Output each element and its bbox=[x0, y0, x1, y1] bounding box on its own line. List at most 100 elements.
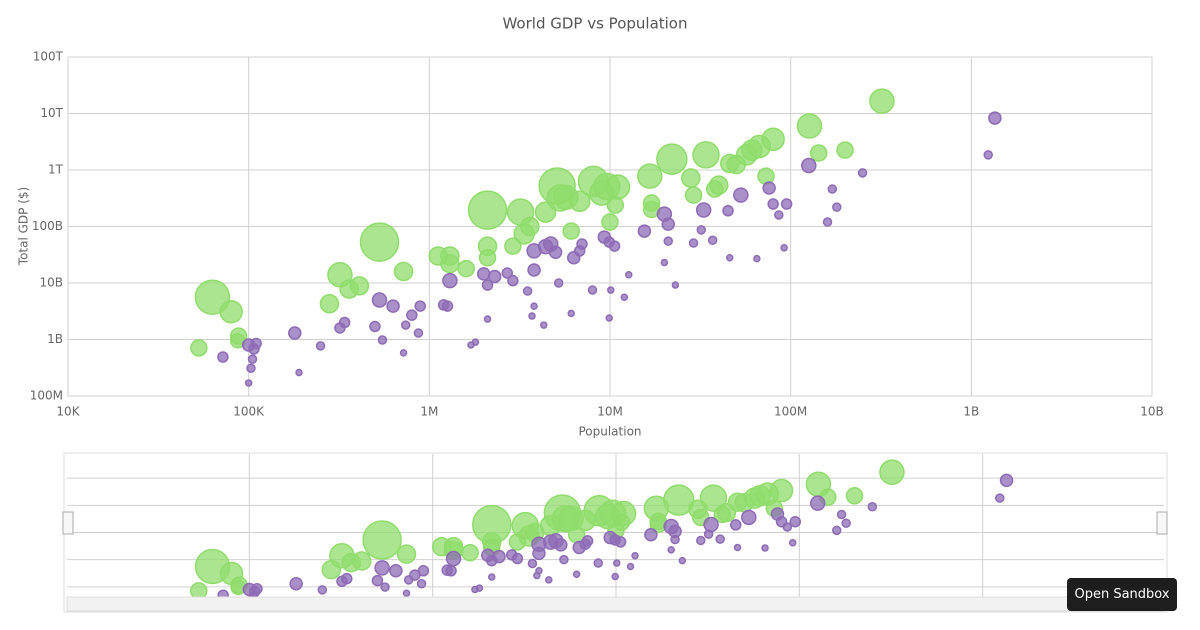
bubble bbox=[663, 484, 695, 516]
bubble bbox=[667, 546, 675, 554]
bubble bbox=[684, 186, 703, 204]
bubble bbox=[670, 534, 680, 545]
bubble bbox=[288, 326, 302, 340]
y-tick-label: 10B bbox=[39, 276, 63, 290]
bubble bbox=[695, 202, 712, 218]
bubble bbox=[626, 562, 635, 571]
bubble bbox=[190, 582, 208, 597]
bubble bbox=[475, 584, 484, 592]
bubble bbox=[194, 279, 231, 315]
bubble bbox=[614, 536, 627, 548]
bubble bbox=[467, 190, 508, 230]
y-tick-label: 10T bbox=[40, 106, 63, 120]
bubble bbox=[371, 574, 384, 587]
bubble bbox=[613, 559, 621, 567]
bubble bbox=[637, 163, 663, 189]
bubble bbox=[688, 238, 699, 248]
bubble bbox=[334, 322, 346, 334]
bubble bbox=[576, 238, 588, 250]
bubble bbox=[289, 576, 303, 591]
x-tick-label: 10B bbox=[1140, 405, 1164, 419]
bubble bbox=[867, 501, 878, 512]
bubble bbox=[715, 534, 725, 544]
bubble bbox=[789, 515, 801, 528]
bubble bbox=[349, 276, 370, 296]
nav-handle-right[interactable] bbox=[1156, 511, 1168, 535]
bubble bbox=[351, 551, 372, 571]
bubble bbox=[733, 543, 742, 552]
bubble bbox=[527, 558, 538, 569]
x-tick-label: 10K bbox=[56, 405, 80, 419]
bubble bbox=[520, 216, 540, 237]
bubble bbox=[416, 578, 427, 589]
nav-handle-left[interactable] bbox=[62, 511, 74, 535]
bubble bbox=[995, 493, 1005, 503]
bubble bbox=[533, 571, 541, 580]
bubble bbox=[568, 190, 591, 212]
bubble bbox=[380, 582, 390, 592]
bubble bbox=[671, 281, 680, 289]
bubble bbox=[832, 202, 842, 212]
bubble bbox=[393, 261, 414, 282]
bubble bbox=[359, 222, 400, 262]
bubble bbox=[703, 516, 719, 533]
bubble bbox=[761, 544, 769, 552]
bubble bbox=[730, 519, 742, 531]
bubble bbox=[336, 575, 348, 588]
bubble bbox=[631, 551, 639, 560]
bubble bbox=[608, 240, 621, 252]
bubble bbox=[733, 187, 749, 203]
bubble bbox=[713, 505, 732, 524]
bubble bbox=[809, 495, 826, 511]
y-axis-title: Total GDP ($) bbox=[17, 187, 31, 266]
bubble bbox=[661, 217, 675, 231]
bubble bbox=[295, 368, 303, 377]
bubble bbox=[244, 379, 253, 387]
bubble bbox=[611, 572, 619, 581]
bubble bbox=[511, 552, 524, 565]
y-tick-label: 100T bbox=[33, 50, 64, 64]
bubble bbox=[644, 527, 658, 542]
bubble bbox=[741, 509, 757, 526]
scrollbar[interactable] bbox=[66, 596, 1165, 612]
bubble bbox=[845, 487, 864, 505]
bubble bbox=[587, 285, 598, 295]
bubble bbox=[417, 565, 430, 577]
open-sandbox-button[interactable]: Open Sandbox bbox=[1067, 578, 1177, 611]
bubble bbox=[761, 127, 785, 152]
bubble bbox=[692, 141, 720, 169]
bubble bbox=[678, 556, 687, 565]
y-tick-label: 100B bbox=[32, 219, 63, 233]
bubble bbox=[246, 363, 256, 373]
bubble bbox=[501, 267, 514, 279]
bubble bbox=[988, 111, 1002, 125]
bubble bbox=[461, 543, 479, 562]
x-tick-label: 1M bbox=[420, 405, 438, 419]
bubble bbox=[607, 286, 615, 294]
bubble bbox=[528, 312, 536, 320]
bubble bbox=[442, 272, 458, 289]
bubble bbox=[527, 263, 541, 277]
bubble bbox=[999, 473, 1014, 488]
bubble bbox=[362, 520, 402, 560]
y-tick-label: 1T bbox=[48, 163, 64, 177]
bubble bbox=[612, 513, 631, 531]
bubble bbox=[250, 337, 262, 350]
bubble bbox=[757, 167, 775, 185]
bubble bbox=[681, 168, 701, 188]
bubble bbox=[601, 213, 619, 231]
bubble bbox=[663, 236, 673, 246]
bubble bbox=[374, 560, 390, 576]
bubble bbox=[483, 315, 492, 323]
bubble bbox=[809, 144, 828, 162]
x-tick-label: 1B bbox=[963, 405, 979, 419]
bubble bbox=[400, 320, 411, 330]
bubble bbox=[377, 335, 388, 345]
bubble bbox=[315, 341, 326, 351]
bubble bbox=[562, 222, 580, 240]
bubble bbox=[217, 589, 229, 597]
bubble bbox=[487, 269, 502, 284]
bubble bbox=[725, 253, 734, 262]
bubble bbox=[414, 300, 426, 312]
